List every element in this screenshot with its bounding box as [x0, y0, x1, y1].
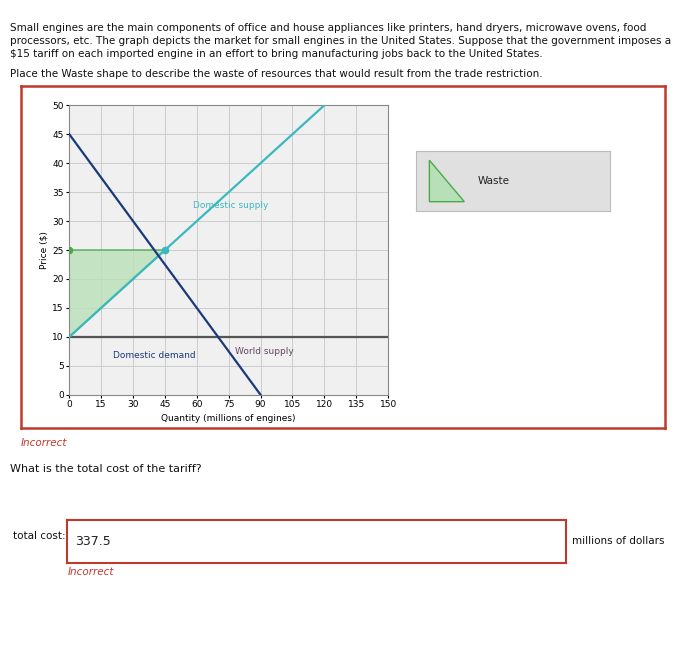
Polygon shape	[69, 250, 165, 337]
Text: $15 tariff on each imported engine in an effort to bring manufacturing jobs back: $15 tariff on each imported engine in an…	[10, 49, 543, 59]
Text: Domestic supply: Domestic supply	[193, 201, 268, 209]
Text: Incorrect: Incorrect	[21, 438, 67, 447]
Text: Place the Waste shape to describe the waste of resources that would result from : Place the Waste shape to describe the wa…	[10, 69, 543, 79]
Text: Small engines are the main components of office and house appliances like printe: Small engines are the main components of…	[10, 23, 647, 33]
Polygon shape	[430, 160, 464, 201]
Text: 337.5: 337.5	[75, 535, 110, 547]
Text: Domestic demand: Domestic demand	[113, 351, 195, 360]
Text: processors, etc. The graph depicts the market for small engines in the United St: processors, etc. The graph depicts the m…	[10, 36, 672, 46]
Text: World supply: World supply	[235, 347, 294, 357]
Text: What is the total cost of the tariff?: What is the total cost of the tariff?	[10, 464, 202, 474]
X-axis label: Quantity (millions of engines): Quantity (millions of engines)	[161, 413, 296, 422]
Y-axis label: Price ($): Price ($)	[39, 231, 48, 269]
Text: millions of dollars: millions of dollars	[572, 536, 664, 546]
Text: Waste: Waste	[478, 176, 510, 186]
Text: Incorrect: Incorrect	[67, 567, 114, 577]
Text: total cost:: total cost:	[13, 531, 66, 542]
